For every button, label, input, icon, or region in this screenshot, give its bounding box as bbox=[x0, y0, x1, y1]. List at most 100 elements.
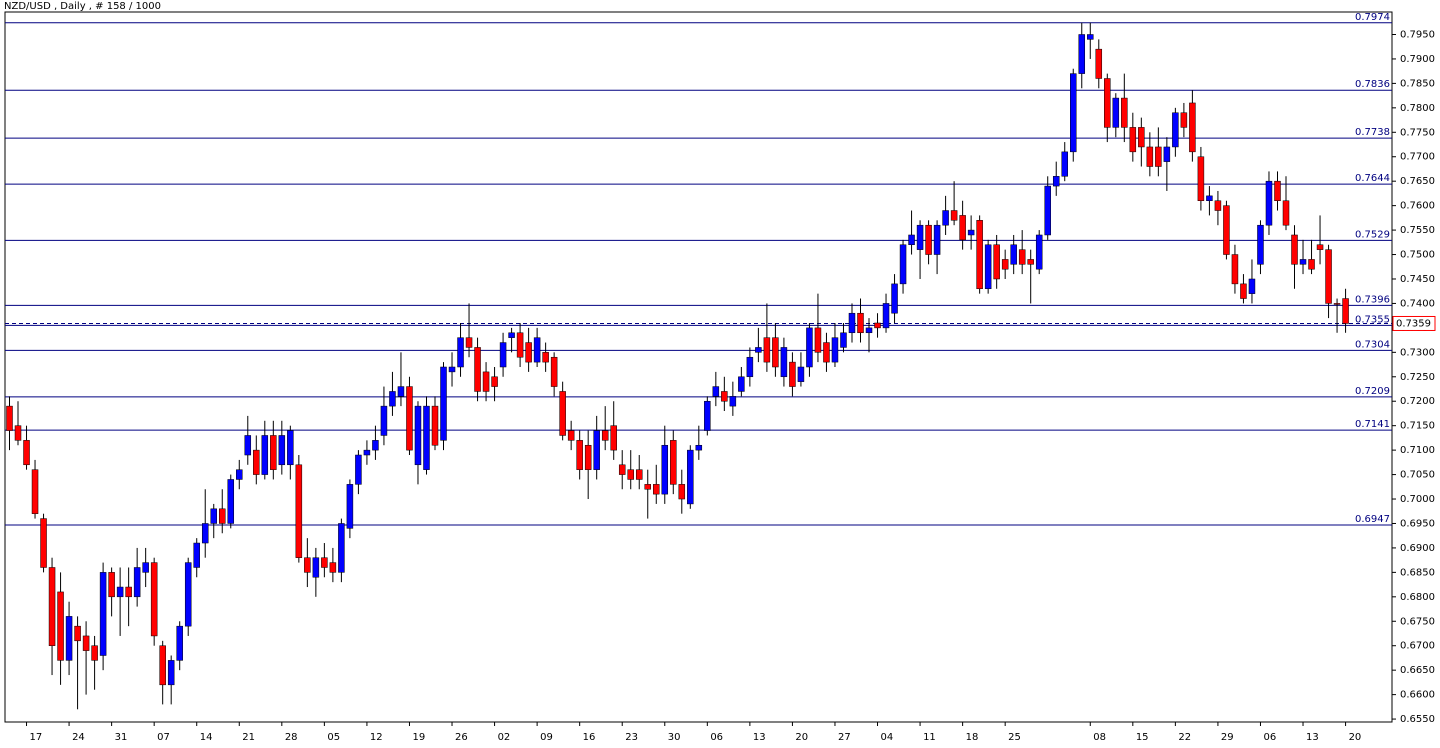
candle-body bbox=[176, 625, 183, 661]
candle-body bbox=[236, 469, 243, 480]
candle-body bbox=[1129, 127, 1137, 153]
level-label: 0.7738 bbox=[1355, 127, 1390, 138]
candle-body bbox=[210, 508, 217, 524]
candle-body bbox=[278, 435, 286, 466]
candle-body bbox=[1052, 176, 1060, 187]
y-tick-label: 0.7750 bbox=[1400, 127, 1435, 138]
candle-body bbox=[1180, 112, 1188, 128]
candle-body bbox=[184, 562, 192, 627]
x-tick-label: 27 bbox=[838, 732, 851, 743]
candle-body bbox=[712, 386, 720, 397]
candle-body bbox=[542, 352, 549, 363]
candle-body bbox=[593, 430, 600, 470]
candle-body bbox=[193, 542, 200, 568]
y-tick-label: 0.7550 bbox=[1400, 225, 1435, 236]
candle-body bbox=[882, 303, 890, 329]
candle-body bbox=[380, 405, 388, 436]
x-tick-label: 11 bbox=[923, 732, 936, 743]
candle-body bbox=[516, 332, 524, 358]
x-tick-label: 05 bbox=[327, 732, 340, 743]
candle-body bbox=[908, 234, 915, 246]
candle-body bbox=[142, 562, 149, 573]
x-tick-label: 24 bbox=[72, 732, 85, 743]
candle-body bbox=[831, 337, 839, 363]
x-tick-label: 14 bbox=[200, 732, 213, 743]
level-label: 0.7836 bbox=[1355, 79, 1390, 90]
y-tick-label: 0.6950 bbox=[1400, 518, 1435, 529]
candle-body bbox=[618, 464, 626, 475]
level-label: 0.7141 bbox=[1355, 419, 1390, 430]
candle-body bbox=[763, 337, 771, 363]
candle-body bbox=[610, 425, 617, 451]
y-tick-label: 0.7700 bbox=[1400, 152, 1435, 163]
candle-body bbox=[74, 625, 81, 642]
y-tick-label: 0.7950 bbox=[1400, 29, 1435, 40]
candle-body bbox=[1231, 254, 1239, 285]
candle-body bbox=[287, 430, 294, 466]
candle-body bbox=[738, 376, 745, 392]
candle-body bbox=[244, 435, 252, 456]
candle-body bbox=[363, 449, 371, 456]
y-tick-label: 0.7000 bbox=[1400, 494, 1435, 505]
candle-body bbox=[967, 229, 975, 236]
candle-body bbox=[227, 479, 235, 524]
y-tick-label: 0.6850 bbox=[1400, 567, 1435, 578]
candle-body bbox=[993, 244, 1000, 280]
candle-body bbox=[406, 386, 413, 451]
candle-body bbox=[1018, 249, 1026, 265]
candle-body bbox=[584, 444, 592, 470]
candle-body bbox=[635, 469, 643, 480]
candle-body bbox=[389, 391, 396, 407]
candle-body bbox=[159, 645, 166, 686]
y-tick-label: 0.6750 bbox=[1400, 616, 1435, 627]
candle-body bbox=[653, 484, 660, 495]
candle-body bbox=[789, 361, 796, 387]
candle-body bbox=[31, 469, 39, 514]
candle-body bbox=[1138, 127, 1145, 148]
x-tick-label: 08 bbox=[1093, 732, 1106, 743]
candle-body bbox=[848, 312, 856, 334]
candle-body bbox=[253, 449, 260, 475]
candle-body bbox=[959, 215, 966, 241]
x-tick-label: 26 bbox=[455, 732, 468, 743]
candle-body bbox=[1214, 200, 1222, 211]
x-tick-label: 13 bbox=[1306, 732, 1319, 743]
candle-body bbox=[729, 396, 737, 407]
candle-body bbox=[644, 484, 651, 490]
candle-body bbox=[295, 464, 303, 558]
x-tick-label: 02 bbox=[498, 732, 511, 743]
candle-body bbox=[397, 386, 405, 397]
candle-body bbox=[1001, 259, 1009, 270]
candle-body bbox=[1223, 205, 1230, 255]
candle-body bbox=[797, 366, 805, 382]
candle-body bbox=[950, 210, 958, 221]
x-tick-label: 18 bbox=[966, 732, 979, 743]
candle-body bbox=[219, 508, 226, 524]
y-tick-label: 0.7300 bbox=[1400, 347, 1435, 358]
candle-body bbox=[1342, 298, 1349, 324]
candle-body bbox=[1061, 151, 1068, 177]
candle-body bbox=[1070, 73, 1077, 153]
candle-body bbox=[1095, 48, 1103, 79]
y-tick-label: 0.6800 bbox=[1400, 592, 1435, 603]
x-tick-label: 29 bbox=[1221, 732, 1234, 743]
candle-body bbox=[465, 337, 473, 348]
candle-body bbox=[321, 557, 328, 568]
y-tick-label: 0.7050 bbox=[1400, 470, 1435, 481]
level-label: 0.7974 bbox=[1355, 12, 1390, 23]
candle-body bbox=[559, 391, 566, 436]
candle-body bbox=[1189, 102, 1196, 153]
candle-body bbox=[1316, 244, 1324, 250]
candle-body bbox=[567, 430, 575, 441]
y-tick-label: 0.7150 bbox=[1400, 421, 1435, 432]
candle-body bbox=[1027, 259, 1034, 265]
candle-body bbox=[1163, 146, 1171, 162]
x-tick-label: 31 bbox=[115, 732, 128, 743]
x-tick-label: 30 bbox=[668, 732, 681, 743]
x-tick-label: 25 bbox=[1008, 732, 1021, 743]
candle-body bbox=[372, 440, 379, 451]
y-tick-label: 0.7250 bbox=[1400, 372, 1435, 383]
candle-body bbox=[1112, 97, 1120, 128]
candle-body bbox=[550, 356, 558, 387]
